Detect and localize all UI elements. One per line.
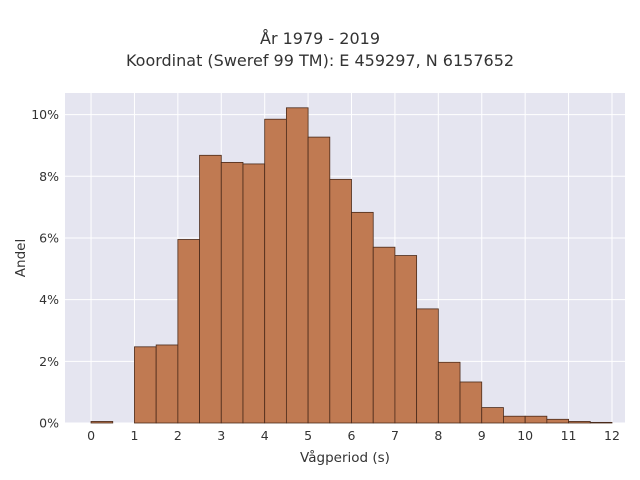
x-tick-label: 12 [604, 428, 620, 443]
y-tick-label: 10% [31, 107, 59, 122]
histogram-bar [220, 161, 244, 424]
histogram-bar [416, 308, 439, 424]
x-tick-label: 0 [87, 428, 95, 443]
x-tick-label: 3 [217, 428, 225, 443]
histogram-bar [242, 163, 266, 424]
y-axis: 0% 2% 4% 6% 8% 10% [31, 107, 59, 430]
y-tick-label: 6% [39, 230, 59, 245]
y-tick-label: 8% [39, 169, 59, 184]
x-tick-label: 6 [348, 428, 356, 443]
histogram-bar [503, 415, 526, 424]
histogram-bar [351, 211, 374, 424]
histogram-bar [90, 421, 114, 424]
x-tick-label: 4 [261, 428, 269, 443]
histogram-bar [155, 344, 179, 424]
histogram-bar [372, 246, 396, 424]
x-axis: 0 1 2 3 4 5 6 7 8 9 10 11 12 [87, 428, 620, 443]
histogram-bar [394, 255, 418, 424]
histogram-bar [568, 421, 591, 424]
y-tick-label: 4% [39, 292, 59, 307]
y-tick-label: 0% [39, 416, 59, 431]
chart-title: År 1979 - 2019 [260, 29, 380, 48]
histogram-bar [481, 407, 504, 424]
chart-subtitle: Koordinat (Sweref 99 TM): E 459297, N 61… [125, 51, 515, 70]
histogram-bar [177, 239, 200, 424]
histogram-bar [589, 421, 613, 424]
histogram-bar [134, 346, 157, 424]
x-tick-label: 7 [391, 428, 399, 443]
y-axis-label: Andel [13, 239, 29, 277]
x-tick-label: 10 [517, 428, 533, 443]
bar-series [90, 107, 613, 424]
histogram-bar [329, 178, 352, 424]
histogram-bar [437, 361, 461, 424]
x-tick-label: 8 [434, 428, 442, 443]
histogram-bar [264, 118, 287, 424]
x-axis-label: Vågperiod (s) [300, 449, 390, 466]
x-tick-label: 9 [478, 428, 486, 443]
histogram-bar [546, 418, 569, 424]
histogram-bar [459, 381, 483, 424]
x-tick-label: 11 [561, 428, 577, 443]
x-tick-label: 5 [304, 428, 312, 443]
histogram-bar [199, 154, 222, 424]
histogram-bar [524, 415, 548, 424]
histogram-bar [285, 107, 309, 424]
x-tick-label: 1 [130, 428, 138, 443]
y-tick-label: 2% [39, 354, 59, 369]
x-tick-label: 2 [174, 428, 182, 443]
histogram-bar [307, 136, 331, 424]
